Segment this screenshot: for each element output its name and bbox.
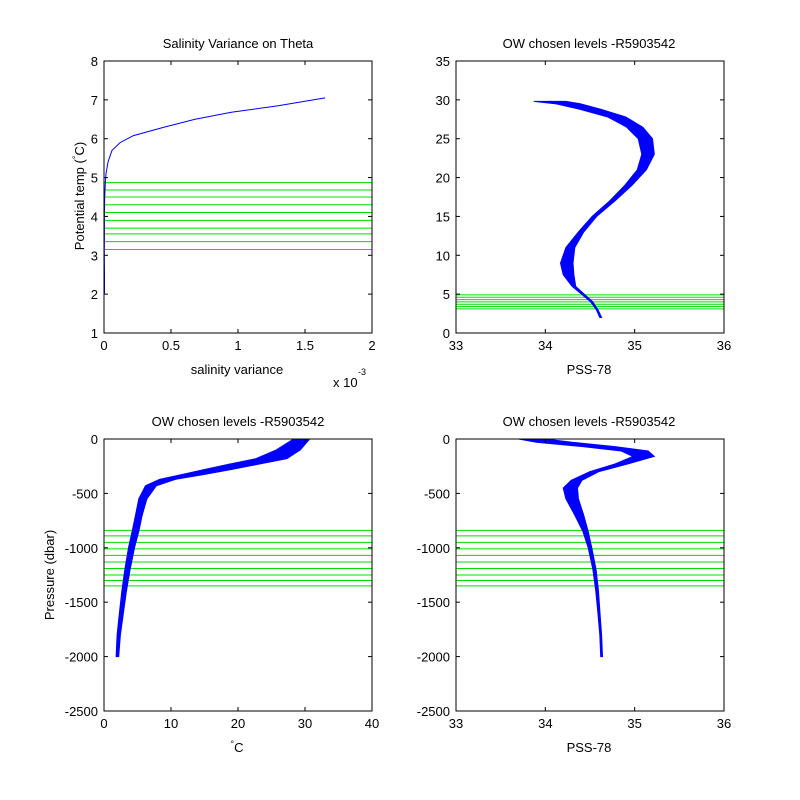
y-tick-label: 2 (91, 287, 98, 302)
y-tick-label: 5 (91, 171, 98, 186)
plot-area (456, 100, 724, 318)
profile-line (116, 438, 302, 657)
x-tick-label: 10 (164, 716, 178, 731)
panel-salinity-variance: Salinity Variance on Theta salinity vari… (71, 36, 376, 390)
profile-band (533, 100, 655, 318)
y-tick-label: -1500 (417, 595, 450, 610)
profile-line (531, 438, 646, 657)
x-tick-label: 1.5 (296, 338, 314, 353)
y-tick-label: -2500 (417, 704, 450, 719)
y-tick-label: 10 (436, 248, 450, 263)
y-axis-label: Potential temp (°C) (71, 142, 87, 250)
y-tick-label: 0 (443, 432, 450, 447)
x-axis-exponent: x 10 (333, 375, 358, 390)
x-tick-label: 35 (627, 716, 641, 731)
y-tick-label: 25 (436, 132, 450, 147)
panel-salinity-theta: OW chosen levels -R5903542 PSS-78 33 34 35… (436, 36, 732, 377)
x-tick-label: 36 (717, 716, 731, 731)
x-tick-label: 1 (234, 338, 241, 353)
y-tick-label: 4 (91, 209, 98, 224)
y-tick-label: 30 (436, 93, 450, 108)
x-axis-label: salinity variance (191, 362, 284, 377)
panel-salinity-pressure: OW chosen levels -R5903542 PSS-78 33 34 35… (417, 414, 731, 755)
y-tick-label: -1500 (65, 595, 98, 610)
y-tick-label: -1000 (65, 541, 98, 556)
chart-title: OW chosen levels -R5903542 (503, 36, 676, 51)
y-tick-label: -2000 (417, 650, 450, 665)
chart-title: OW chosen levels -R5903542 (503, 414, 676, 429)
y-tick-label: 8 (91, 54, 98, 69)
x-axis-label: PSS-78 (567, 362, 612, 377)
y-tick-label: 15 (436, 209, 450, 224)
x-tick-label: 35 (627, 338, 641, 353)
y-tick-label: 0 (443, 326, 450, 341)
x-tick-label: 20 (231, 716, 245, 731)
y-tick-label: -1000 (417, 541, 450, 556)
profile-line (549, 100, 649, 318)
y-tick-label: -2000 (65, 650, 98, 665)
plot-border (455, 438, 725, 712)
x-axis-label: PSS-78 (567, 740, 612, 755)
x-tick-label: 2 (368, 338, 375, 353)
y-axis-label: Pressure (dbar) (42, 530, 57, 620)
y-tick-label: -500 (72, 486, 98, 501)
x-tick-label: 30 (298, 716, 312, 731)
x-tick-label: 0.5 (162, 338, 180, 353)
chart-title: OW chosen levels -R5903542 (152, 414, 325, 429)
plot-frame (455, 60, 725, 334)
y-tick-label: 1 (91, 326, 98, 341)
panel-temperature-pressure: OW chosen levels -R5903542 °C Pressure (… (42, 414, 379, 755)
chart-title: Salinity Variance on Theta (163, 36, 314, 51)
x-axis-exponent-power: -3 (358, 367, 366, 377)
y-tick-label: 20 (436, 171, 450, 186)
y-tick-label: 6 (91, 132, 98, 147)
x-tick-label: 34 (538, 716, 552, 731)
y-tick-label: 35 (436, 54, 450, 69)
y-tick-label: 0 (91, 432, 98, 447)
y-tick-label: 3 (91, 248, 98, 263)
x-tick-label: 0 (100, 716, 107, 731)
y-tick-label: 5 (443, 287, 450, 302)
x-tick-label: 0 (100, 338, 107, 353)
y-tick-label: 7 (91, 93, 98, 108)
x-tick-label: 33 (449, 338, 463, 353)
plot-area (103, 97, 372, 294)
x-tick-label: 40 (365, 716, 379, 731)
x-tick-label: 33 (449, 716, 463, 731)
x-axis-label: °C (231, 739, 244, 755)
y-tick-label: -2500 (65, 704, 98, 719)
x-tick-label: 34 (538, 338, 552, 353)
plot-border (455, 60, 725, 334)
y-tick-label: -500 (424, 486, 450, 501)
x-tick-label: 36 (717, 338, 731, 353)
